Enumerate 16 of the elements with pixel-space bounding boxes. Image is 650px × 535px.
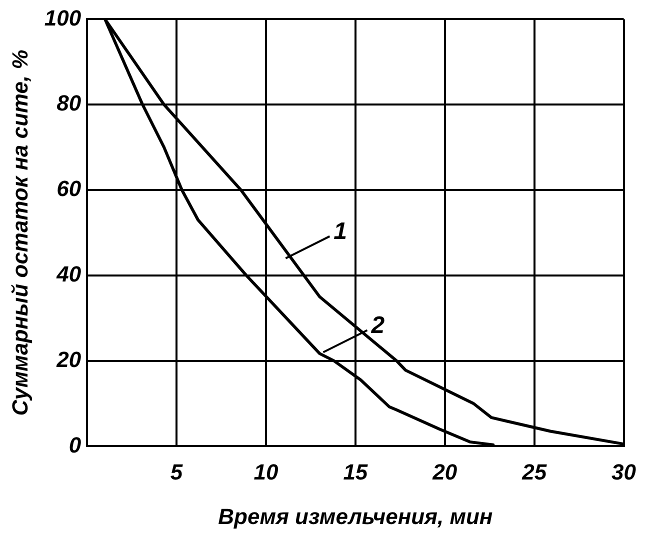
x-tick-label: 5 <box>170 459 184 484</box>
annotation: 1 <box>334 218 348 245</box>
x-axis-title: Время измельчения, мин <box>218 504 493 529</box>
x-tick-label: 20 <box>432 459 458 484</box>
x-tick-label: 30 <box>612 459 637 484</box>
y-tick-label: 20 <box>56 346 82 372</box>
y-tick-label: 80 <box>56 90 82 116</box>
y-tick-label: 40 <box>56 261 82 286</box>
y-tick-label: 100 <box>44 5 82 30</box>
x-tick-label: 15 <box>343 459 368 484</box>
x-tick-label: 10 <box>254 459 279 484</box>
y-tick-label: 0 <box>68 432 82 458</box>
y-axis-title: Суммарный остаток на сите, % <box>7 50 32 416</box>
x-tick-label: 25 <box>521 459 548 484</box>
annotation: 2 <box>370 312 386 339</box>
y-tick-label: 60 <box>56 176 82 202</box>
